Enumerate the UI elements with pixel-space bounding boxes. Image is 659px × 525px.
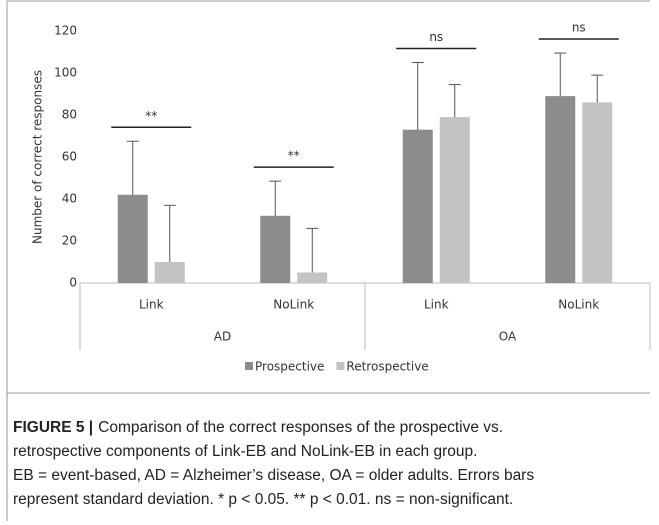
bar bbox=[260, 215, 291, 283]
y-tick-label: 40 bbox=[62, 192, 77, 206]
y-tick-label: 120 bbox=[54, 24, 77, 38]
legend-swatch bbox=[336, 362, 345, 370]
legend-swatch bbox=[245, 362, 253, 370]
bar bbox=[297, 272, 328, 283]
y-tick-label: 0 bbox=[69, 276, 77, 290]
x-tick-label: NoLink bbox=[273, 298, 314, 312]
legend-label: Prospective bbox=[255, 360, 324, 374]
bar bbox=[402, 129, 433, 283]
significance-label: ns bbox=[572, 21, 586, 35]
significance-label: ** bbox=[145, 109, 157, 123]
group-label: OA bbox=[499, 330, 517, 344]
bar bbox=[439, 117, 470, 283]
bar bbox=[582, 102, 613, 284]
x-tick-label: NoLink bbox=[558, 298, 599, 312]
y-tick-label: 60 bbox=[62, 150, 77, 164]
y-tick-label: 20 bbox=[62, 234, 77, 248]
y-axis-label: Number of correct responses bbox=[31, 70, 45, 244]
significance-label: ** bbox=[288, 149, 300, 163]
x-tick-label: Link bbox=[424, 298, 449, 312]
caption-line: Comparison of the correct responses of t… bbox=[98, 419, 503, 436]
bar bbox=[545, 96, 576, 283]
y-tick-label: 80 bbox=[62, 108, 77, 122]
plot-area bbox=[126, 52, 604, 283]
caption-label: FIGURE 5 | bbox=[13, 419, 93, 436]
caption-line: retrospective components of Link-EB and … bbox=[13, 443, 477, 460]
x-tick-label: Link bbox=[139, 298, 164, 312]
group-label: AD bbox=[214, 330, 231, 344]
caption-line: EB = event-based, AD = Alzheimer’s disea… bbox=[13, 467, 534, 484]
significance-label: ns bbox=[429, 30, 443, 44]
y-tick-label: 100 bbox=[54, 66, 77, 80]
caption-line: represent standard deviation. * p < 0.05… bbox=[13, 491, 513, 508]
bar bbox=[154, 262, 185, 283]
legend-label: Retrospective bbox=[346, 360, 428, 374]
caption: FIGURE 5 | Comparison of the correct resp… bbox=[13, 419, 534, 508]
bar bbox=[117, 194, 148, 283]
